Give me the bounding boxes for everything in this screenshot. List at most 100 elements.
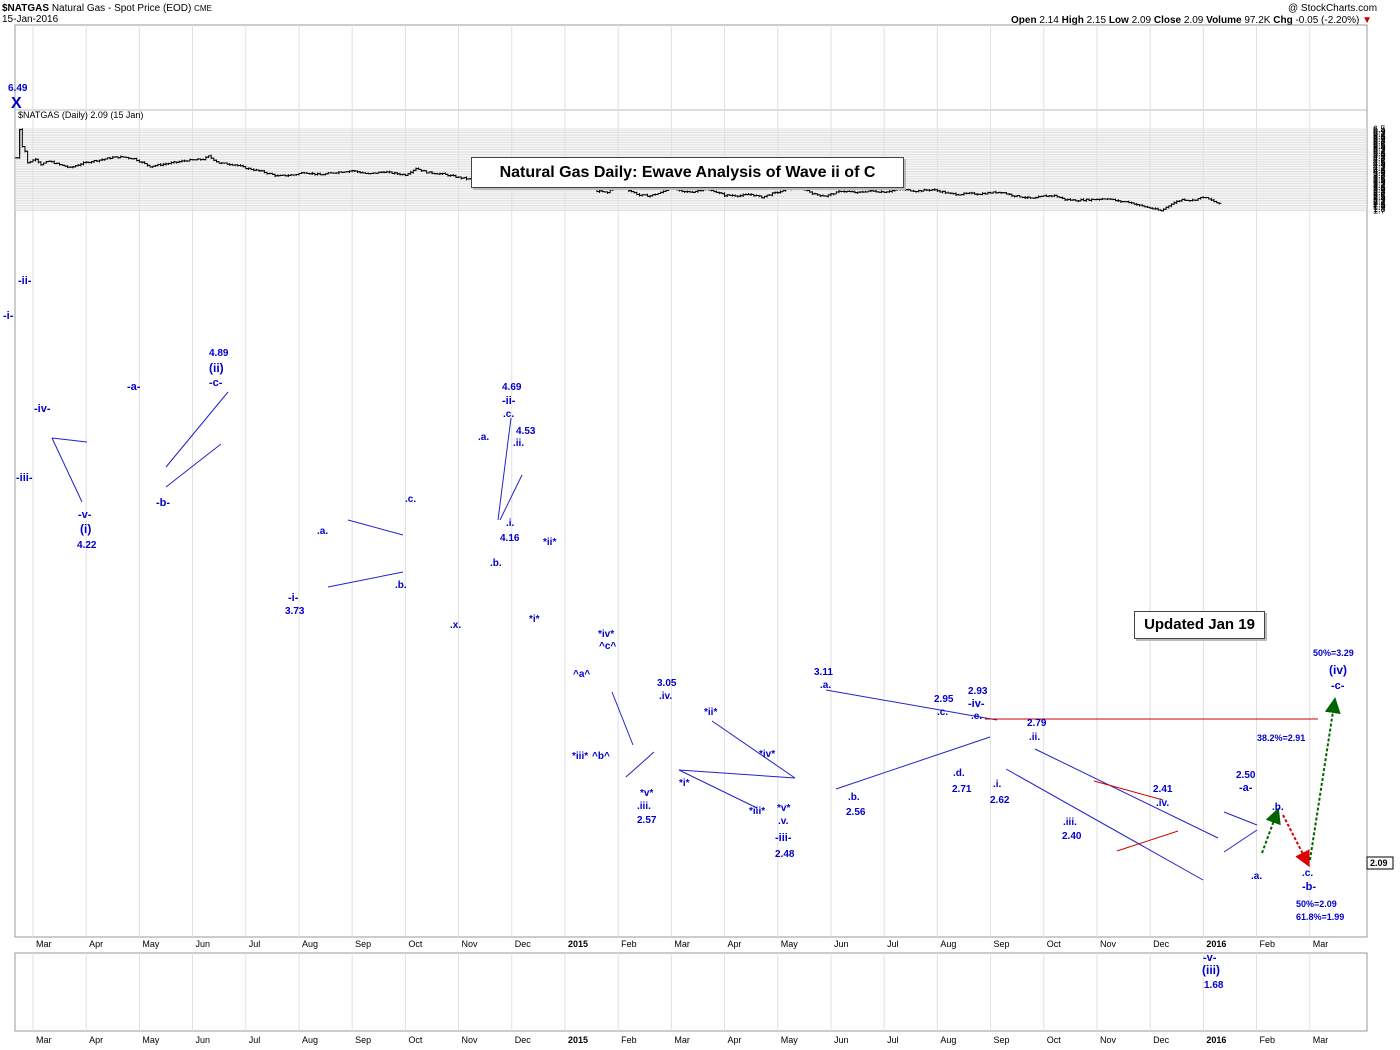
- y-tick-label: 4.5: [1373, 158, 1386, 168]
- y-tick-label: 5.0: [1373, 149, 1386, 159]
- label-a-minus-2: -a-: [1239, 782, 1253, 794]
- channel-line: [611, 691, 634, 746]
- lower-panel: [14, 952, 1368, 1032]
- label-489: 4.89: [209, 348, 229, 359]
- label-v-dot: .v.: [778, 816, 789, 827]
- y-tick-label: 3.4: [1373, 177, 1386, 187]
- channel-line: [327, 571, 404, 588]
- label-b-minus: -b-: [156, 497, 170, 509]
- label-fib-618: 61.8%=1.99: [1296, 912, 1344, 922]
- label-i-star: *i*: [529, 614, 540, 625]
- label-240: 2.40: [1062, 831, 1082, 842]
- label-256: 2.56: [846, 807, 866, 818]
- y-tick-label: 4.6: [1373, 156, 1386, 166]
- label-c-hat: ^c^: [599, 641, 616, 652]
- y-tick-label: 2.8: [1373, 187, 1386, 197]
- x-tick-label: 2015: [568, 939, 588, 949]
- exchange: CME: [194, 4, 212, 13]
- x-tick-label: Sep: [994, 939, 1010, 949]
- y-tick-label: 2.0: [1373, 200, 1386, 210]
- channel-line: [1034, 748, 1219, 839]
- label-ii-minus-2: -ii-: [502, 395, 516, 407]
- x-tick-label: Mar: [1313, 939, 1329, 949]
- y-tick-label: 2.9: [1373, 185, 1386, 195]
- x-tick-label: Aug: [940, 1035, 956, 1045]
- x-tick-label: May: [142, 939, 160, 949]
- label-c-minus: -c-: [209, 377, 223, 389]
- label-iii-star-2: *iii*: [749, 806, 765, 817]
- x-tick-label: Oct: [408, 1035, 423, 1045]
- label-i-minus-2: -i-: [288, 592, 299, 604]
- y-tick-label: 5.8: [1373, 136, 1386, 146]
- x-tick-label: Aug: [302, 939, 318, 949]
- label-168: 1.68: [1204, 980, 1224, 991]
- y-tick-label: 3.3: [1373, 178, 1386, 188]
- x-tick-label: Jun: [196, 939, 211, 949]
- y-tick-label: 5.7: [1373, 138, 1386, 148]
- x-tick-label: Mar: [674, 939, 690, 949]
- y-tick-label: 3.7: [1373, 172, 1386, 182]
- y-tick-label: 5.6: [1373, 139, 1386, 149]
- y-tick-label: 3.0: [1373, 183, 1386, 193]
- y-tick-label: 5.2: [1373, 146, 1386, 156]
- y-tick-label: 2.7: [1373, 189, 1386, 199]
- label-i-dot: .i.: [506, 518, 515, 529]
- label-b-dot-2: .b.: [490, 558, 502, 569]
- y-tick-label: 2.2: [1373, 197, 1386, 207]
- y-tick-label: 3.1: [1373, 182, 1386, 192]
- label-iii-star: *iii*: [572, 751, 588, 762]
- label-422: 4.22: [77, 540, 97, 551]
- y-tick-label: 3.8: [1373, 170, 1386, 180]
- y-tick-label: 4.2: [1373, 163, 1386, 173]
- label-i-paren: (i): [80, 522, 91, 536]
- channel-line: [678, 769, 796, 779]
- label-ii-star-2: *ii*: [704, 707, 717, 718]
- y-tick-label: 1.9: [1373, 202, 1386, 212]
- y-tick-label: 6.5: [1373, 124, 1386, 134]
- label-a-dot: .a.: [317, 526, 328, 537]
- y-tick-label: 3.2: [1373, 180, 1386, 190]
- x-tick-label: Apr: [728, 939, 742, 949]
- ohlc-readout: Open 2.14 High 2.15 Low 2.09 Close 2.09 …: [1011, 15, 1372, 26]
- label-iv-dot-2: .iv.: [1156, 798, 1169, 809]
- x-tick-label: Mar: [36, 939, 52, 949]
- channel-line: [825, 689, 998, 721]
- y-tick-label: 6.3: [1373, 127, 1386, 137]
- label-279: 2.79: [1027, 718, 1047, 729]
- label-iii-dot-2: .iii.: [1063, 817, 1077, 828]
- x-tick-label: Apr: [728, 1035, 742, 1045]
- label-271: 2.71: [952, 784, 972, 795]
- label-i-dot-2: .i.: [993, 779, 1002, 790]
- y-tick-label: 3.9: [1373, 168, 1386, 178]
- label-x-dot: .x.: [450, 620, 461, 631]
- x-tick-label: Jul: [887, 939, 899, 949]
- chg-label: Chg: [1273, 15, 1293, 26]
- y-tick-label: 5.4: [1373, 143, 1386, 153]
- channel-line: [1223, 829, 1258, 853]
- channel-line: [165, 391, 229, 468]
- x-tick-label: Dec: [1153, 939, 1170, 949]
- y-tick-label: 2.5: [1373, 192, 1386, 202]
- y-tick-label: 3.5: [1373, 175, 1386, 185]
- label-ii-minus: -ii-: [18, 275, 32, 287]
- x-tick-label: Nov: [462, 1035, 479, 1045]
- y-tick-label: 5.3: [1373, 144, 1386, 154]
- y-tick-label: 2.3: [1373, 195, 1386, 205]
- y-tick-label: 5.1: [1373, 148, 1386, 158]
- label-ii-dot-2: .ii.: [1029, 732, 1040, 743]
- label-e-dot: .e.: [971, 711, 982, 722]
- label-iii-paren: (iii): [1202, 963, 1220, 977]
- y-tick-label: 1.8: [1373, 204, 1386, 214]
- wave-channels: [51, 391, 1341, 881]
- x-tick-label: Jul: [887, 1035, 899, 1045]
- x-tick-label: Dec: [515, 939, 532, 949]
- y-tick-label: 5.5: [1373, 141, 1386, 151]
- label-i-minus: -i-: [3, 310, 14, 322]
- series-legend: $NATGAS (Daily) 2.09 (15 Jan): [18, 110, 143, 120]
- label-416: 4.16: [500, 533, 520, 544]
- label-c-dot-3: .c.: [937, 707, 948, 718]
- channel-line: [625, 751, 655, 778]
- label-iv-paren: (iv): [1329, 663, 1347, 677]
- x-tick-label: Feb: [621, 939, 637, 949]
- y-tick-label: 4.0: [1373, 166, 1386, 176]
